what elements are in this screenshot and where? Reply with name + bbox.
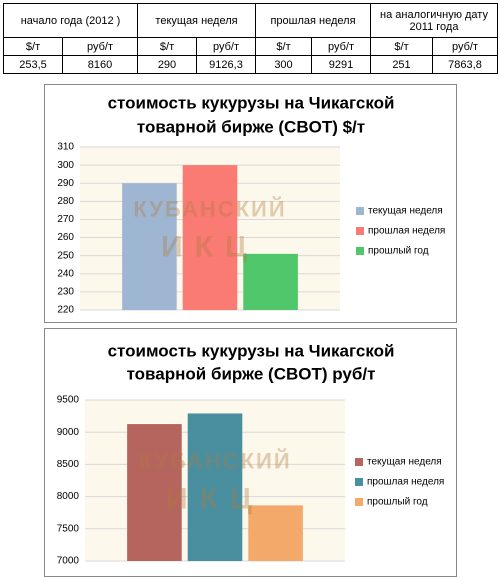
chart: стоимость кукурузы на Чикагской товарной … <box>44 84 457 323</box>
y-tick-label: 240 <box>57 268 74 279</box>
chart-title: товарной бирже (CBOT) руб/т <box>127 364 376 383</box>
y-tick-label: 220 <box>57 305 74 316</box>
y-tick-label: 7500 <box>57 523 80 534</box>
value-cell: 290 <box>137 55 197 74</box>
value-cell: 7863,8 <box>432 55 498 74</box>
y-tick-label: 280 <box>57 196 74 207</box>
legend-swatch <box>355 498 363 506</box>
bar <box>122 183 177 310</box>
watermark-text: ИКЦ <box>166 482 264 515</box>
chart-title: товарной бирже (CBOT) $/т <box>137 117 365 136</box>
y-tick-label: 310 <box>57 142 74 153</box>
y-tick-label: 250 <box>57 250 74 261</box>
chart-title: стоимость кукурузы на Чикагской <box>108 341 395 360</box>
legend-swatch <box>356 227 364 235</box>
y-tick-label: 8000 <box>57 491 80 502</box>
y-tick-label: 300 <box>57 160 74 171</box>
price-table: начало года (2012 ) текущая неделя прошл… <box>3 3 498 74</box>
legend-label: прошлая неделя <box>367 477 444 488</box>
unit-cell: $/т <box>255 37 312 56</box>
legend-swatch <box>355 478 363 486</box>
y-tick-label: 270 <box>57 214 74 225</box>
y-tick-label: 9000 <box>57 427 80 438</box>
legend-label: прошлая неделя <box>368 226 445 237</box>
unit-cell: руб/т <box>432 37 498 56</box>
unit-cell: руб/т <box>196 37 256 56</box>
header-cell: прошлая неделя <box>255 3 371 38</box>
header-cell: на аналогичную дату 2011 года <box>370 3 498 38</box>
legend-label: прошлый год <box>368 246 429 257</box>
value-cell: 253,5 <box>3 55 63 74</box>
bar <box>182 165 238 310</box>
y-tick-label: 9500 <box>57 395 80 406</box>
watermark-text: КУБАНСКИЙ <box>138 448 291 473</box>
unit-cell: $/т <box>137 37 197 56</box>
legend-label: текущая неделя <box>367 457 442 468</box>
header-cell: начало года (2012 ) <box>3 3 138 38</box>
unit-cell: $/т <box>3 37 63 56</box>
watermark: КУБАНСКИЙ ИКЦ <box>133 196 286 263</box>
legend-swatch <box>355 458 363 466</box>
legend-label: текущая неделя <box>368 206 443 217</box>
y-tick-label: 8500 <box>57 459 80 470</box>
chart: стоимость кукурузы на Чикагской товарной … <box>44 328 457 577</box>
value-cell: 9291 <box>311 55 371 74</box>
chart-title: стоимость кукурузы на Чикагской <box>108 93 395 112</box>
value-cell: 251 <box>370 55 433 74</box>
watermark-text: ИКЦ <box>161 230 259 263</box>
y-tick-label: 290 <box>57 178 74 189</box>
unit-cell: руб/т <box>62 37 138 56</box>
y-tick-label: 230 <box>57 287 74 298</box>
header-cell: текущая неделя <box>137 3 256 38</box>
value-cell: 300 <box>255 55 312 74</box>
unit-cell: $/т <box>370 37 433 56</box>
value-cell: 8160 <box>62 55 138 74</box>
watermark-text: КУБАНСКИЙ <box>133 196 286 221</box>
bar <box>248 505 303 561</box>
bar <box>127 424 182 561</box>
bar <box>243 253 298 310</box>
legend-label: прошлый год <box>367 497 428 508</box>
legend-swatch <box>356 247 364 255</box>
y-tick-label: 7000 <box>57 556 80 567</box>
unit-cell: руб/т <box>311 37 371 56</box>
bar <box>187 413 243 561</box>
watermark: КУБАНСКИЙ ИКЦ <box>138 448 291 515</box>
legend-swatch <box>356 207 364 215</box>
y-tick-label: 260 <box>57 232 74 243</box>
value-cell: 9126,3 <box>196 55 256 74</box>
